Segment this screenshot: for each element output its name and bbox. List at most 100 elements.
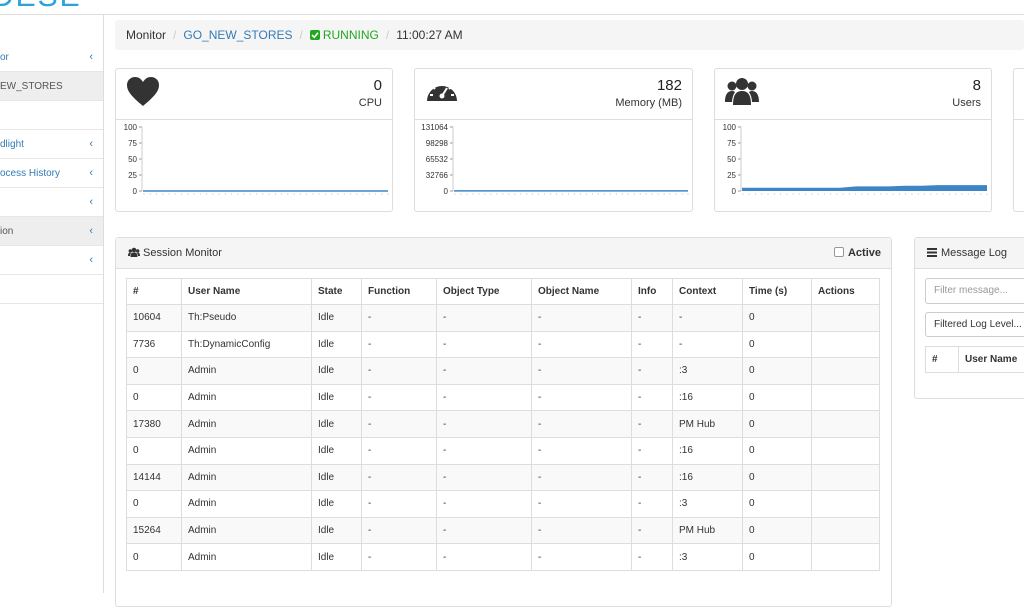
- y-tick-label: 50: [128, 155, 137, 164]
- table-cell: Idle: [312, 437, 362, 464]
- users-icon: [725, 75, 759, 109]
- active-toggle[interactable]: Active: [834, 238, 881, 268]
- table-cell: -: [632, 358, 673, 385]
- nav-item[interactable]: [0, 275, 103, 304]
- table-cell: [812, 517, 880, 544]
- table-cell: 15264: [127, 517, 182, 544]
- table-cell: -: [632, 544, 673, 571]
- table-cell: [812, 305, 880, 332]
- crumb-link[interactable]: GO_NEW_STORES: [183, 28, 292, 42]
- table-cell: 0: [743, 464, 812, 491]
- table-cell: 0: [743, 331, 812, 358]
- panel-title: Session Monitor: [143, 247, 222, 259]
- table-cell: 0: [743, 358, 812, 385]
- nav-item[interactable]: ‹: [0, 246, 103, 275]
- table-cell: [812, 411, 880, 438]
- table-cell: -: [532, 491, 632, 518]
- table-cell: Idle: [312, 358, 362, 385]
- breadcrumb: Monitor/GO_NEW_STORES/RUNNING/11:00:27 A…: [115, 20, 1024, 50]
- nav-item[interactable]: [0, 101, 103, 130]
- table-cell: [812, 437, 880, 464]
- nav-label: ocess History: [0, 168, 60, 179]
- table-cell: -: [532, 411, 632, 438]
- table-cell: Idle: [312, 491, 362, 518]
- table-cell: -: [532, 517, 632, 544]
- logo[interactable]: DESE: [0, 0, 82, 14]
- list-icon: [927, 248, 937, 257]
- table-cell: -: [632, 464, 673, 491]
- table-cell: 17380: [127, 411, 182, 438]
- table-cell: :16: [673, 384, 743, 411]
- widget-value: 182: [657, 77, 682, 94]
- table-cell: Admin: [182, 544, 312, 571]
- y-tick-label: 131064: [421, 123, 448, 132]
- nav-item[interactable]: ocess History‹: [0, 159, 103, 188]
- table-cell: -: [362, 331, 437, 358]
- log-level-button[interactable]: Filtered Log Level...: [925, 312, 1024, 337]
- column-header: #: [127, 279, 182, 305]
- widget-card: [1013, 68, 1024, 212]
- column-header: Object Type: [437, 279, 532, 305]
- table-cell: -: [673, 305, 743, 332]
- table-cell: Admin: [182, 491, 312, 518]
- panel-header: Session Monitor Active: [116, 238, 891, 269]
- y-tick-label: 0: [444, 187, 449, 196]
- table-cell: 0: [743, 517, 812, 544]
- nav-item[interactable]: dlight‹: [0, 130, 103, 159]
- table-cell: Idle: [312, 411, 362, 438]
- table-cell: PM Hub: [673, 517, 743, 544]
- table-cell: [812, 331, 880, 358]
- column-header: Info: [632, 279, 673, 305]
- y-tick-label: 25: [128, 171, 137, 180]
- table-cell: Idle: [312, 544, 362, 571]
- table-cell: Idle: [312, 331, 362, 358]
- table-cell: -: [532, 331, 632, 358]
- table-cell: -: [362, 411, 437, 438]
- table-cell: -: [362, 305, 437, 332]
- table-cell: Idle: [312, 305, 362, 332]
- filter-input[interactable]: Filter message...: [925, 278, 1024, 304]
- table-cell: 0: [743, 437, 812, 464]
- column-header: User Name: [959, 347, 1024, 373]
- y-tick-label: 100: [723, 123, 737, 132]
- column-header: Object Name: [532, 279, 632, 305]
- table-cell: -: [632, 305, 673, 332]
- table-cell: -: [437, 411, 532, 438]
- table-cell: 10604: [127, 305, 182, 332]
- status-text: RUNNING: [323, 28, 379, 42]
- y-tick-label: 65532: [426, 155, 449, 164]
- nav-label: dlight: [0, 139, 24, 150]
- table-cell: :3: [673, 491, 743, 518]
- table-cell: -: [437, 384, 532, 411]
- table-cell: -: [532, 384, 632, 411]
- column-header: Time (s): [743, 279, 812, 305]
- nav-item[interactable]: or‹: [0, 43, 103, 72]
- y-tick-label: 75: [128, 139, 137, 148]
- y-tick-label: 0: [133, 187, 138, 196]
- widget-label: CPU: [359, 97, 382, 109]
- table-cell: 0: [127, 437, 182, 464]
- column-header: Actions: [812, 279, 880, 305]
- table-cell: 0: [743, 305, 812, 332]
- table-cell: PM Hub: [673, 411, 743, 438]
- table-cell: Admin: [182, 358, 312, 385]
- table-cell: :16: [673, 437, 743, 464]
- column-header: State: [312, 279, 362, 305]
- nav-item[interactable]: ion‹: [0, 217, 103, 246]
- table-cell: 14144: [127, 464, 182, 491]
- nav-item[interactable]: EW_STORES: [0, 72, 103, 101]
- nav-item[interactable]: ‹: [0, 188, 103, 217]
- column-header: Function: [362, 279, 437, 305]
- widget-label: Users: [952, 97, 981, 109]
- table-cell: -: [437, 305, 532, 332]
- sidebar: or‹ EW_STORES dlight‹ ocess History‹ ‹ i…: [0, 15, 104, 593]
- table-cell: 0: [743, 384, 812, 411]
